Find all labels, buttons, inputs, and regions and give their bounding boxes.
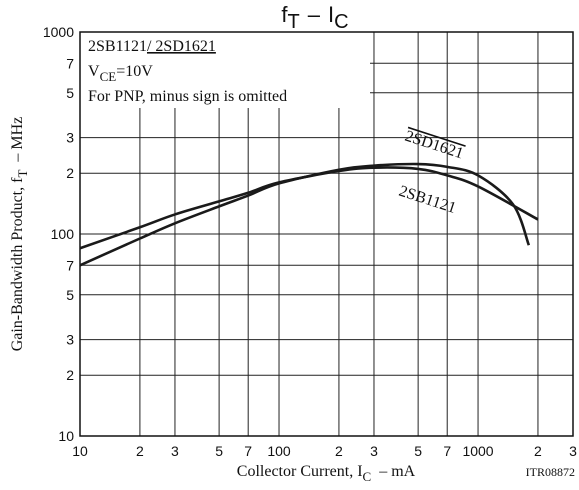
y-tick-label: 5 bbox=[66, 287, 74, 303]
axis-label-part: Gain-Bandwidth Product, f bbox=[9, 177, 26, 351]
x-tick-label: 2 bbox=[335, 443, 343, 459]
title-part: f bbox=[281, 2, 288, 27]
axis-label-part: Collector Current, I bbox=[237, 463, 363, 480]
legend-line: 2SB1121/ 2SD1621 bbox=[88, 38, 216, 55]
x-axis-label: Collector Current, IC – mA bbox=[237, 463, 416, 484]
x-tick-label: 5 bbox=[414, 443, 422, 459]
marks bbox=[79, 162, 539, 267]
x-tick-label: 1000 bbox=[462, 443, 493, 459]
legend-text: / 2SD1621 bbox=[147, 38, 216, 55]
x-tick-label: 3 bbox=[171, 443, 179, 459]
x-tick-label: 3 bbox=[569, 443, 577, 459]
legend-box bbox=[80, 32, 370, 108]
y-tick-label: 100 bbox=[51, 226, 75, 242]
chart-title: fT – IC bbox=[281, 2, 348, 33]
x-tick-label: 3 bbox=[370, 443, 378, 459]
axis-label-part: T bbox=[15, 170, 30, 178]
x-tick-label: 100 bbox=[267, 443, 291, 459]
y-tick-label: 10 bbox=[58, 428, 74, 444]
y-tick-label: 7 bbox=[66, 257, 74, 273]
legend-text: =10V bbox=[116, 63, 153, 80]
y-tick-label: 3 bbox=[66, 130, 74, 146]
legend-text: V bbox=[88, 63, 100, 80]
axis-label-part: – mA bbox=[378, 463, 415, 480]
y-tick-label: 2 bbox=[66, 165, 74, 181]
legend-text: CE bbox=[100, 69, 117, 84]
x-tick-label: 2 bbox=[534, 443, 542, 459]
title-part: I bbox=[328, 2, 334, 27]
x-tick-label: 2 bbox=[136, 443, 144, 459]
series-line bbox=[79, 162, 531, 267]
x-tick-label: 7 bbox=[443, 443, 451, 459]
plot-frame bbox=[79, 31, 574, 437]
x-tick-label: 7 bbox=[244, 443, 252, 459]
x-tick-label: 10 bbox=[72, 443, 88, 459]
legend-text: 2SB1121 bbox=[88, 38, 147, 55]
y-tick-label: 5 bbox=[66, 85, 74, 101]
axis-label-part: C bbox=[363, 469, 372, 484]
title-part: T bbox=[288, 11, 300, 33]
y-tick-label: 3 bbox=[66, 332, 74, 348]
y-axis-label: Gain-Bandwidth Product, fT – MHz bbox=[9, 117, 30, 352]
figure-code: ITR08872 bbox=[526, 465, 575, 479]
title-part: – bbox=[308, 2, 321, 27]
y-tick-label: 1000 bbox=[43, 24, 74, 40]
y-tick-label: 2 bbox=[66, 367, 74, 383]
x-tick-label: 5 bbox=[215, 443, 223, 459]
legend-text: For PNP, minus sign is omitted bbox=[88, 88, 287, 105]
title-part: C bbox=[334, 11, 348, 33]
legend-line: VCE=10V bbox=[88, 63, 153, 84]
y-tick-label: 7 bbox=[66, 55, 74, 71]
axis-label-part: – MHz bbox=[9, 117, 26, 163]
